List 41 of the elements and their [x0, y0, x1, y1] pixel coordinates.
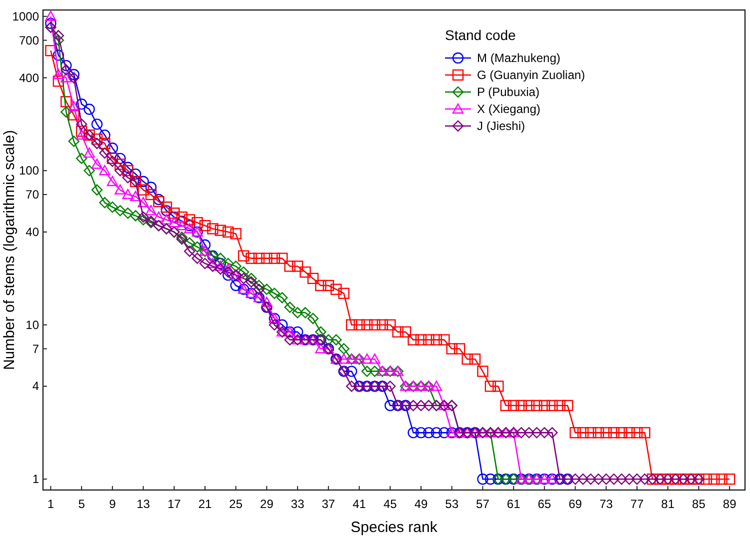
x-tick-label: 73 — [599, 497, 614, 511]
x-tick-label: 89 — [722, 497, 737, 511]
legend-title: Stand code — [445, 27, 516, 43]
legend-label: X (Xiegang) — [477, 102, 540, 116]
x-tick-label: 65 — [538, 497, 552, 511]
y-tick-label: 7 — [32, 342, 40, 356]
x-tick-label: 33 — [290, 497, 305, 511]
y-tick-label: 400 — [18, 70, 40, 85]
legend-label: P (Pubuxia) — [477, 85, 540, 99]
y-tick-label: 4 — [32, 379, 40, 394]
x-tick-label: 57 — [476, 497, 490, 511]
x-tick-label: 37 — [322, 497, 336, 511]
x-axis-title: Species rank — [350, 519, 438, 536]
y-tick-label: 100 — [18, 164, 40, 178]
x-tick-label: 49 — [414, 497, 428, 511]
x-tick-label: 61 — [506, 497, 521, 511]
legend-label: M (Mazhukeng) — [477, 51, 560, 65]
x-tick-label: 69 — [568, 497, 582, 511]
y-tick-label: 1000 — [12, 9, 40, 24]
x-tick-label: 25 — [229, 497, 243, 511]
x-tick-label: 53 — [445, 497, 459, 511]
legend-label: J (Jieshi) — [477, 119, 526, 133]
y-tick-label: 1 — [32, 472, 40, 486]
y-tick-label: 70 — [26, 188, 40, 202]
y-axis-title: Number of stems (logarithmic scale) — [1, 130, 18, 370]
x-tick-label: 21 — [198, 497, 212, 511]
x-tick-label: 29 — [260, 497, 274, 511]
x-tick-label: 85 — [692, 497, 706, 511]
x-tick-label: 13 — [136, 497, 150, 511]
x-tick-label: 17 — [167, 497, 182, 511]
y-tick-label: 700 — [18, 33, 40, 48]
x-tick-label: 81 — [661, 497, 675, 511]
x-tick-label: 41 — [352, 497, 366, 511]
x-tick-label: 45 — [383, 497, 398, 511]
legend-label: G (Guanyin Zuolian) — [477, 68, 586, 82]
y-tick-label: 40 — [26, 225, 40, 240]
y-tick-label: 10 — [26, 318, 40, 332]
x-tick-label: 9 — [109, 497, 116, 511]
x-tick-label: 77 — [630, 497, 644, 511]
x-tick-label: 5 — [78, 497, 86, 511]
x-tick-label: 1 — [47, 497, 54, 511]
